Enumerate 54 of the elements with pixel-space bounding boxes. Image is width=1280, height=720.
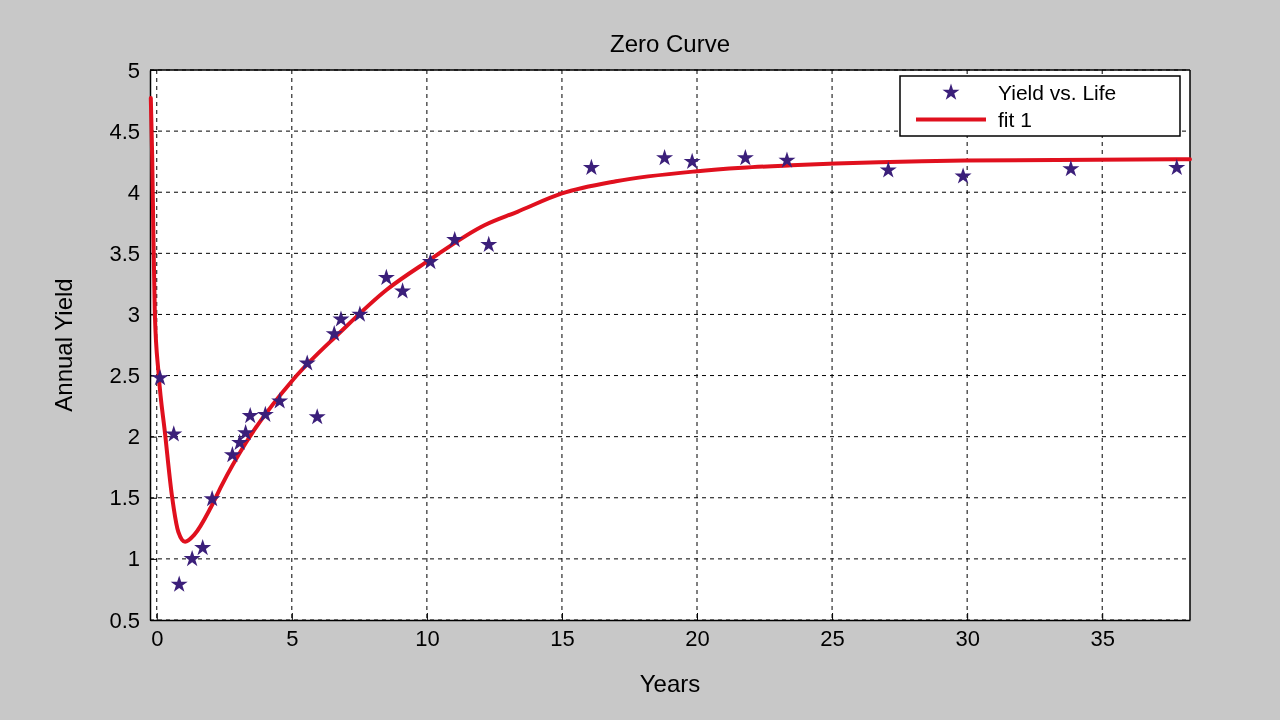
point <box>256 405 274 422</box>
point <box>203 490 221 507</box>
x-tick-label: 25 <box>820 625 845 651</box>
point <box>421 252 439 270</box>
x-tick-label: 20 <box>685 625 710 651</box>
y-tick-label: 2.5 <box>109 363 140 389</box>
point <box>325 325 343 342</box>
point <box>1062 160 1080 177</box>
point <box>377 268 395 286</box>
legend-label: fit 1 <box>998 107 1032 131</box>
point <box>308 408 326 425</box>
point <box>394 282 412 299</box>
point <box>241 406 259 424</box>
point <box>183 549 201 567</box>
x-tick-label: 15 <box>550 625 575 651</box>
y-axis-title: Annual Yield <box>50 278 77 412</box>
point <box>1168 158 1186 176</box>
x-tick-label: 5 <box>286 625 299 651</box>
y-tick-label: 4.5 <box>109 118 140 144</box>
y-tick-label: 3.5 <box>109 240 140 266</box>
y-tick-label: 3 <box>127 301 140 327</box>
y-tick-label: 1.5 <box>109 485 140 511</box>
point <box>237 424 255 441</box>
point <box>778 151 796 168</box>
point <box>170 575 188 592</box>
x-tick-label: 35 <box>1090 625 1115 651</box>
x-tick-label: 30 <box>955 625 980 651</box>
x-axis-title: Years <box>639 670 701 697</box>
point <box>165 425 183 442</box>
point <box>656 149 674 166</box>
point <box>231 433 249 451</box>
chart-title: Zero Curve <box>609 30 731 57</box>
y-tick-label: 4 <box>127 179 140 205</box>
point <box>223 446 241 463</box>
point <box>954 167 972 184</box>
point <box>446 230 464 248</box>
point <box>194 538 212 556</box>
y-tick-label: 0.5 <box>109 607 140 633</box>
point <box>351 305 369 322</box>
y-tick-label: 1 <box>127 546 140 572</box>
point <box>582 158 600 176</box>
legend-label: Yield vs. Life <box>998 80 1117 104</box>
x-tick-label: 0 <box>151 625 164 651</box>
y-tick-label: 5 <box>127 57 140 83</box>
y-tick-label: 2 <box>127 424 140 450</box>
point <box>332 310 350 327</box>
point <box>271 392 289 409</box>
point <box>879 161 897 178</box>
point <box>151 369 169 386</box>
x-tick-label: 10 <box>415 625 440 651</box>
point <box>736 149 754 166</box>
point <box>480 235 498 253</box>
point <box>683 152 701 169</box>
point <box>298 354 316 371</box>
